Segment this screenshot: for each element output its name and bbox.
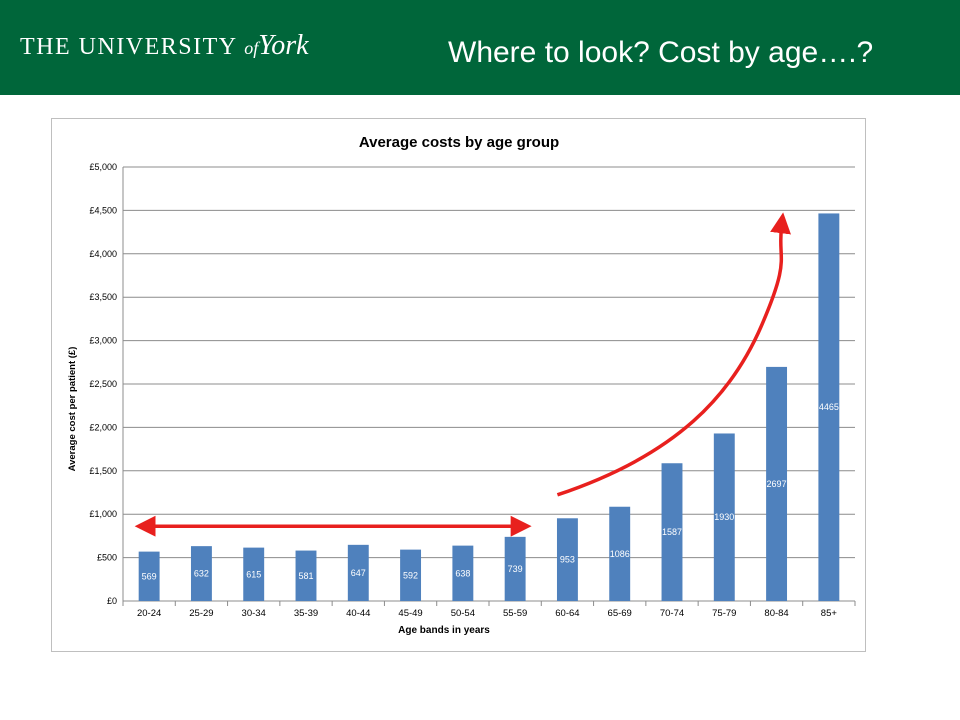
data-label: 632 xyxy=(194,569,209,579)
data-label: 638 xyxy=(455,568,470,578)
data-label: 569 xyxy=(142,571,157,581)
data-label: 647 xyxy=(351,568,366,578)
y-tick-label: £1,000 xyxy=(89,509,117,519)
bar-chart: £0 £500 £1,000 £1,500 £2,000 £2,500 £3,000 £3,5… xyxy=(67,134,856,636)
x-tick-label: 25-29 xyxy=(189,608,213,619)
data-label: 1587 xyxy=(662,527,682,537)
y-axis-title: Average cost per patient (£) xyxy=(67,347,78,472)
university-logo: THE UNIVERSITY ofYork xyxy=(20,30,309,62)
bar xyxy=(452,545,474,601)
data-label: 2697 xyxy=(767,479,787,489)
slide-title: Where to look? Cost by age….? xyxy=(448,36,874,69)
x-tick-label: 50-54 xyxy=(451,608,475,619)
x-tick-label: 40-44 xyxy=(346,608,370,619)
header-bar: THE UNIVERSITY ofYork Where to look? Cos… xyxy=(0,0,960,95)
logo-text-main: THE UNIVERSITY xyxy=(20,34,237,60)
data-label: 4465 xyxy=(819,402,839,412)
x-tick-label: 80-84 xyxy=(764,608,788,619)
x-axis-title: Age bands in years xyxy=(398,625,490,636)
x-tick-label: 20-24 xyxy=(137,608,161,619)
y-tick-label: £4,000 xyxy=(89,249,117,259)
x-tick-label: 55-59 xyxy=(503,608,527,619)
bar xyxy=(609,506,631,601)
y-tick-label: £2,000 xyxy=(89,422,117,432)
data-label: 953 xyxy=(560,555,575,565)
bar xyxy=(138,551,160,601)
bar xyxy=(818,213,840,602)
chart-title: Average costs by age group xyxy=(359,134,559,151)
data-label: 615 xyxy=(246,569,261,579)
bar xyxy=(661,463,683,601)
bar xyxy=(243,547,265,601)
data-label: 581 xyxy=(298,571,313,581)
y-tick-label: £0 xyxy=(107,596,117,606)
bar xyxy=(347,544,369,601)
x-tick-label: 35-39 xyxy=(294,608,318,619)
x-tick-label: 60-64 xyxy=(555,608,579,619)
y-tick-label: £500 xyxy=(97,553,117,563)
x-tick-label: 70-74 xyxy=(660,608,684,619)
y-tick-label: £3,000 xyxy=(89,336,117,346)
bar xyxy=(400,549,422,601)
y-tick-label: £4,500 xyxy=(89,205,117,215)
y-tick-label: £1,500 xyxy=(89,466,117,476)
logo-text-of: of xyxy=(244,38,259,58)
data-label: 739 xyxy=(508,564,523,574)
y-tick-label: £3,500 xyxy=(89,292,117,302)
x-tick-label: 65-69 xyxy=(608,608,632,619)
logo-text-york: York xyxy=(258,30,309,61)
rising-cost-curved-arrow xyxy=(556,212,791,497)
bar xyxy=(295,550,317,601)
x-tick-label: 45-49 xyxy=(398,608,422,619)
bar xyxy=(504,536,526,601)
x-tick-label: 85+ xyxy=(821,608,838,619)
y-tick-label: £2,500 xyxy=(89,379,117,389)
x-tick-label: 75-79 xyxy=(712,608,736,619)
bar xyxy=(190,546,212,601)
bar xyxy=(713,433,735,601)
y-tick-label: £5,000 xyxy=(89,162,117,172)
data-label: 592 xyxy=(403,570,418,580)
x-tick-label: 30-34 xyxy=(242,608,266,619)
data-label: 1086 xyxy=(610,549,630,559)
bar xyxy=(766,366,788,601)
data-label: 1930 xyxy=(714,512,734,522)
bar xyxy=(556,518,578,601)
